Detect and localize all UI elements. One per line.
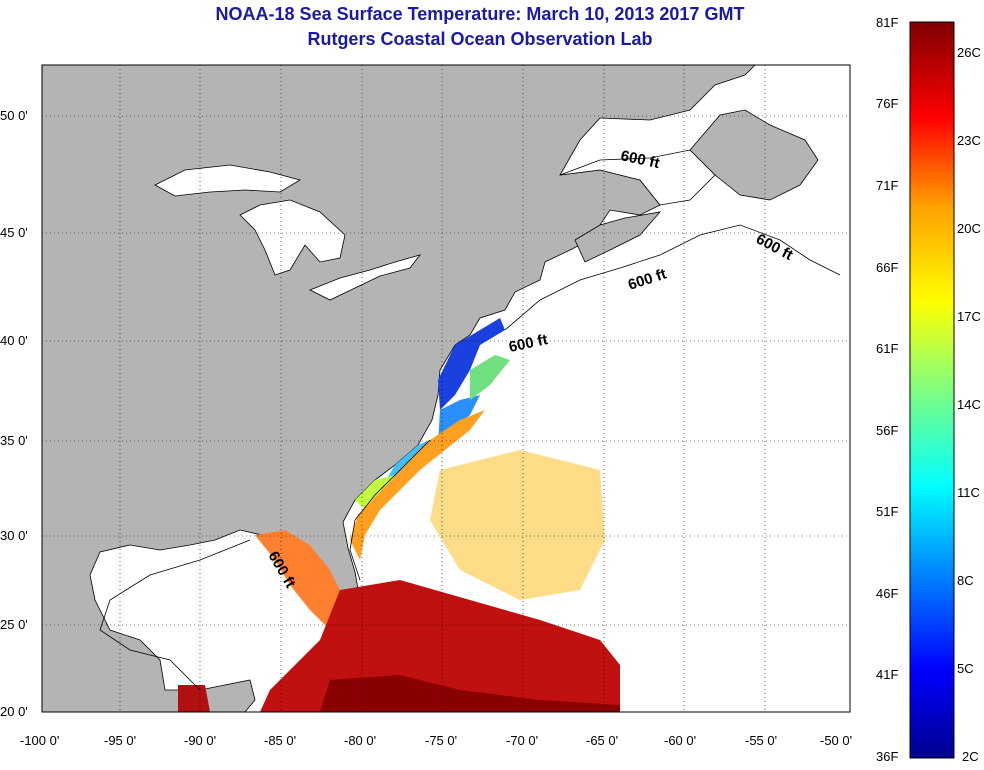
land-nova-scotia <box>574 211 662 263</box>
sst-florida-west <box>255 530 345 630</box>
map-subtitle: Rutgers Coastal Ocean Observation Lab <box>307 29 653 49</box>
colorbar-f-label: 66F <box>876 260 899 275</box>
lat-label: 35 0' <box>0 433 28 448</box>
lon-label: -55 0' <box>745 733 778 748</box>
sst-cold-nearshore <box>438 318 505 410</box>
sst-gulfstream <box>350 410 485 560</box>
lon-label: -95 0' <box>104 733 137 748</box>
colorbar-c-label: 8C <box>957 573 974 588</box>
sst-sargasso <box>430 450 605 600</box>
colorbar-f-label: 51F <box>876 504 899 519</box>
lon-label: -100 0' <box>20 733 60 748</box>
lon-label: -60 0' <box>664 733 697 748</box>
colorbar-c-label: 26C <box>957 45 981 60</box>
colorbar-f-label: 46F <box>876 586 899 601</box>
sst-yucatan <box>178 685 210 712</box>
isobath-line-gulf <box>99 539 251 691</box>
lat-label: 30 0' <box>0 528 28 543</box>
gulf-st-lawrence <box>559 149 716 206</box>
lat-label: 45 0' <box>0 225 28 240</box>
colorbar-f-label: 61F <box>876 341 899 356</box>
isobath-line-southeast <box>349 439 431 581</box>
colorbar-f-label: 81F <box>876 15 899 30</box>
colorbar-c-label: 2C <box>962 749 979 764</box>
colorbar-f-label: 36F <box>876 749 899 764</box>
lat-label: 20 0' <box>0 704 28 719</box>
lake-michigan-huron <box>239 199 346 276</box>
lon-label: -90 0' <box>184 733 217 748</box>
lon-label: -50 0' <box>820 733 853 748</box>
colorbar-f-label: 41F <box>876 667 899 682</box>
sst-slope <box>470 355 510 400</box>
sst-caribbean-dark <box>320 675 620 712</box>
colorbar-f-label: 56F <box>876 423 899 438</box>
land-newfoundland <box>689 109 819 201</box>
isobath-line-north <box>504 224 841 331</box>
colorbar-f-label: 71F <box>876 178 899 193</box>
lon-label: -75 0' <box>425 733 458 748</box>
sst-ga-shelf <box>355 475 395 510</box>
lat-label: 25 0' <box>0 617 28 632</box>
colorbar <box>909 21 955 759</box>
colorbar-c-label: 5C <box>957 661 974 676</box>
colorbar-f-label: 76F <box>876 96 899 111</box>
colorbar-c-label: 11C <box>957 485 980 500</box>
graticule <box>42 65 850 712</box>
lon-label: -85 0' <box>264 733 297 748</box>
lake-erie-ontario <box>309 254 422 301</box>
map-frame <box>41 64 851 713</box>
colorbar-c-label: 23C <box>957 133 981 148</box>
lake-superior <box>154 164 302 197</box>
colorbar-c-label: 20C <box>957 221 981 236</box>
sst-shelf <box>438 395 480 445</box>
map-title: NOAA-18 Sea Surface Temperature: March 1… <box>215 4 745 24</box>
colorbar-c-label: 17C <box>957 309 981 324</box>
lon-label: -80 0' <box>344 733 377 748</box>
lon-label: -65 0' <box>586 733 619 748</box>
lat-label: 40 0' <box>0 333 28 348</box>
lon-label: -70 0' <box>506 733 539 748</box>
colorbar-c-label: 14C <box>957 397 981 412</box>
lat-label: 50 0' <box>0 108 28 123</box>
